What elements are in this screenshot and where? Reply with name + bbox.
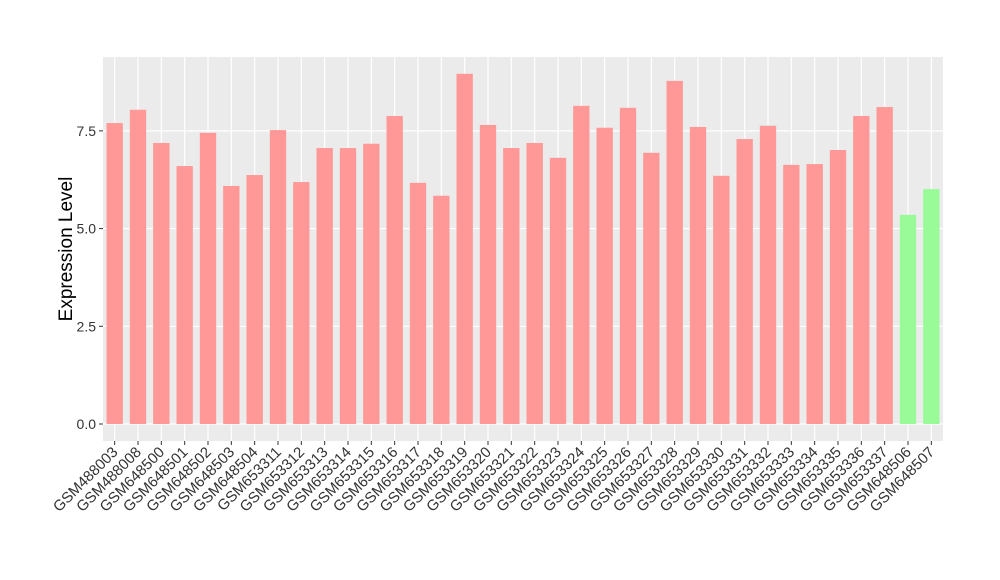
bar <box>106 123 123 424</box>
bar <box>853 116 870 424</box>
bar <box>643 152 660 424</box>
bar <box>923 189 940 424</box>
bar <box>456 73 473 424</box>
bar <box>526 142 543 424</box>
bar <box>503 148 520 424</box>
bar <box>759 125 777 424</box>
bar <box>129 109 147 424</box>
bar <box>596 127 613 424</box>
bar <box>783 164 800 424</box>
bar <box>876 107 893 424</box>
bar <box>479 125 497 424</box>
bar <box>806 164 823 424</box>
y-tick-label: 5.0 <box>77 221 97 237</box>
bar <box>316 148 333 424</box>
bar <box>829 150 847 424</box>
bar <box>269 130 287 424</box>
y-tick-label: 0.0 <box>77 416 97 432</box>
panel <box>103 57 943 441</box>
bar <box>899 214 917 424</box>
bar <box>199 132 217 424</box>
y-axis-label: Expression Level <box>56 177 77 322</box>
bar <box>223 185 240 424</box>
bar <box>689 126 707 424</box>
bar <box>666 80 683 424</box>
bar <box>409 182 427 424</box>
bar <box>573 105 590 424</box>
bar <box>549 157 567 424</box>
bar <box>736 139 753 424</box>
bar <box>246 175 263 424</box>
bar <box>176 166 193 424</box>
bar <box>153 142 170 424</box>
y-tick-label: 2.5 <box>77 318 97 334</box>
y-tick-label: 7.5 <box>77 123 97 139</box>
bar <box>713 175 730 424</box>
bar <box>363 143 380 424</box>
bar <box>339 148 357 424</box>
bar <box>293 182 310 424</box>
bar <box>619 107 637 424</box>
bar <box>433 195 450 424</box>
bar <box>386 116 403 424</box>
